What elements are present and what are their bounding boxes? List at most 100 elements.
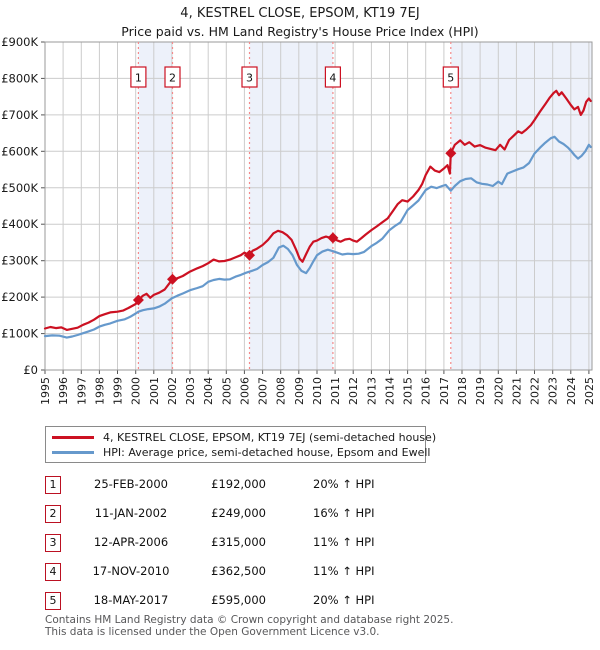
chart-title: 4, KESTREL CLOSE, EPSOM, KT19 7EJ — [180, 6, 420, 21]
legend-swatch-hpi-line — [52, 451, 94, 454]
y-tick-label: £400K — [1, 217, 38, 231]
sale-row-5: 5 18-MAY-2017 £595,000 20% ↑ HPI — [0, 591, 600, 610]
sale-hpi-comparison: 16% ↑ HPI — [313, 506, 375, 520]
sale-label-box-1 — [130, 66, 147, 88]
sale-hpi-comparison: 11% ↑ HPI — [313, 564, 375, 578]
sale-marker-diamond-4 — [327, 232, 339, 244]
sale-hpi-comparison: 20% ↑ HPI — [313, 593, 375, 607]
x-tick-label: 1999 — [112, 377, 125, 405]
legend-label-property: 4, KESTREL CLOSE, EPSOM, KT19 7EJ (semi-… — [103, 431, 437, 444]
sale-marker-diamond-1 — [132, 294, 144, 306]
sale-price: £192,000 — [211, 477, 266, 491]
y-tick-label: £800K — [1, 71, 38, 85]
sale-hpi-comparison: 20% ↑ HPI — [313, 477, 375, 491]
legend-swatch-property-line — [52, 436, 94, 439]
sale-number-badge: 1 — [45, 476, 61, 494]
x-tick-label: 2018 — [456, 377, 469, 405]
sale-date: 12-APR-2006 — [93, 535, 169, 549]
sale-number-badge: 3 — [45, 534, 61, 552]
legend-row-hpi: HPI: Average price, semi-detached house,… — [52, 445, 431, 460]
sale-label-number-5: 5 — [447, 72, 454, 85]
x-tick-label: 1996 — [57, 377, 70, 405]
y-tick-label: £500K — [1, 181, 38, 195]
x-tick-label: 2019 — [474, 377, 487, 405]
sale-marker-diamond-5 — [445, 147, 457, 159]
x-tick-label: 2014 — [384, 377, 397, 405]
hpi-line — [43, 135, 592, 339]
sale-label-box-2 — [164, 66, 181, 88]
x-tick-label: 2012 — [347, 377, 360, 405]
x-tick-label: 2010 — [311, 377, 324, 405]
x-tick-label: 2017 — [438, 377, 451, 405]
y-tick-label: £700K — [1, 108, 38, 122]
footer: Contains HM Land Registry data © Crown c… — [45, 614, 454, 638]
chart-legend: 4, KESTREL CLOSE, EPSOM, KT19 7EJ (semi-… — [45, 426, 436, 463]
x-tick-label: 2002 — [166, 377, 179, 405]
sale-price: £249,000 — [211, 506, 266, 520]
sale-label-number-4: 4 — [329, 72, 336, 85]
x-tick-label: 1995 — [39, 377, 52, 405]
sale-label-number-3: 3 — [246, 72, 253, 85]
x-tick-label: 2013 — [365, 377, 378, 405]
sale-date: 11-JAN-2002 — [94, 506, 168, 520]
ownership-band — [450, 42, 592, 370]
sale-number-badge: 5 — [45, 592, 61, 610]
y-tick-label: £900K — [1, 35, 38, 49]
y-tick-label: £100K — [1, 327, 38, 341]
x-tick-label: 2011 — [329, 377, 342, 405]
x-tick-label: 2001 — [148, 377, 161, 405]
footer-licence-line: This data is licensed under the Open Gov… — [45, 625, 380, 638]
x-tick-label: 2021 — [510, 377, 523, 405]
footer-copyright-line: Contains HM Land Registry data © Crown c… — [45, 614, 454, 626]
y-tick-label: £200K — [1, 290, 38, 304]
sale-hpi-comparison: 11% ↑ HPI — [313, 535, 375, 549]
x-tick-label: 2009 — [293, 377, 306, 405]
price-history-chart: 1995 1996 1997 1998 1999 2000 2001 2002 2003 2004… — [1, 35, 596, 405]
x-tick-label: 2024 — [565, 377, 578, 405]
x-tick-label: 2006 — [238, 377, 251, 405]
sale-number-badge: 4 — [45, 563, 61, 581]
ownership-band — [138, 42, 173, 370]
x-tick-label: 2000 — [130, 377, 143, 405]
x-tick-label: 2007 — [257, 377, 270, 405]
ownership-band — [249, 42, 333, 370]
y-tick-label: £0 — [23, 363, 38, 377]
x-tick-label: 2016 — [420, 377, 433, 405]
sale-price: £362,500 — [211, 564, 266, 578]
sale-row-3: 3 12-APR-2006 £315,000 11% ↑ HPI — [0, 533, 600, 552]
y-tick-label: £600K — [1, 144, 38, 158]
x-tick-label: 2003 — [184, 377, 197, 405]
sale-label-box-5 — [442, 66, 459, 88]
x-tick-label: 2020 — [492, 377, 505, 405]
sale-date: 25-FEB-2000 — [94, 477, 168, 491]
x-tick-label: 2005 — [220, 377, 233, 405]
sale-price: £315,000 — [211, 535, 266, 549]
x-tick-label: 2023 — [547, 377, 560, 405]
x-tick-label: 1998 — [93, 377, 106, 405]
sale-label-box-4 — [324, 66, 341, 88]
sale-number-badge: 2 — [45, 505, 61, 523]
plot-border — [44, 41, 593, 371]
sale-label-box-3 — [241, 66, 258, 88]
x-tick-label: 2015 — [402, 377, 415, 405]
legend-row-property: 4, KESTREL CLOSE, EPSOM, KT19 7EJ (semi-… — [52, 430, 436, 445]
chart-subtitle: Price paid vs. HM Land Registry's House … — [121, 24, 479, 39]
sale-label-number-1: 1 — [135, 72, 142, 85]
x-tick-label: 2022 — [529, 377, 542, 405]
sale-row-4: 4 17-NOV-2010 £362,500 11% ↑ HPI — [0, 562, 600, 581]
sale-date: 17-NOV-2010 — [92, 564, 170, 578]
y-tick-label: £300K — [1, 254, 38, 268]
sale-row-1: 1 25-FEB-2000 £192,000 20% ↑ HPI — [0, 475, 600, 494]
legend-label-hpi: HPI: Average price, semi-detached house,… — [103, 446, 431, 459]
sale-row-2: 2 11-JAN-2002 £249,000 16% ↑ HPI — [0, 504, 600, 523]
sale-marker-diamond-3 — [244, 249, 255, 261]
sale-marker-diamond-2 — [167, 273, 178, 285]
x-tick-label: 2004 — [202, 377, 215, 405]
x-tick-label: 1997 — [75, 377, 88, 405]
x-tick-label: 2025 — [583, 377, 596, 405]
x-tick-label: 2008 — [275, 377, 288, 405]
sale-date: 18-MAY-2017 — [93, 593, 169, 607]
sale-label-number-2: 2 — [169, 72, 176, 85]
sale-price: £595,000 — [211, 593, 266, 607]
